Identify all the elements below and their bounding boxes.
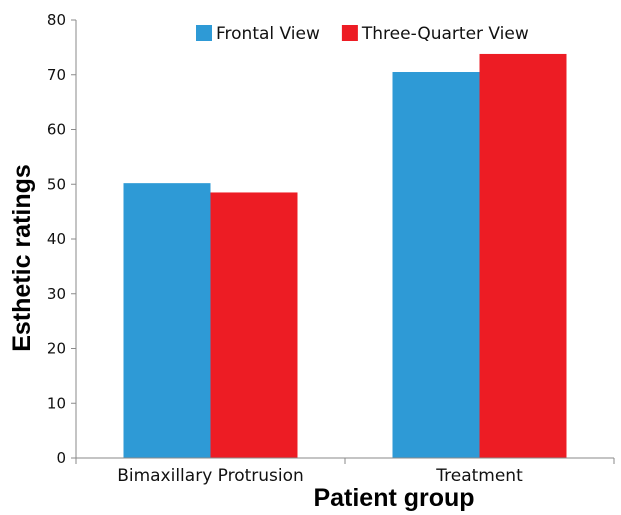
y-tick-label: 80 [47,11,66,29]
bars [123,53,567,458]
bar [123,183,211,458]
y-tick-label: 20 [47,340,66,358]
x-axis-title: Patient group [313,484,474,512]
y-tick-label: 40 [47,230,66,248]
y-axis-title: Esthetic ratings [8,164,36,352]
y-tick-label: 30 [47,285,66,303]
x-tick-label: Bimaxillary Protrusion [117,466,304,486]
x-axis: Bimaxillary Protrusion Treatment [75,457,615,486]
legend-label: Three-Quarter View [361,24,529,44]
y-tick-label: 70 [47,66,66,84]
y-tick-label: 0 [56,449,66,467]
y-axis: 0 10 20 30 40 50 60 70 80 [47,11,77,467]
legend-swatch [196,25,212,41]
legend-label: Frontal View [216,24,320,44]
legend: Frontal View Three-Quarter View [196,24,529,44]
bar [392,72,480,458]
legend-swatch [341,25,358,41]
y-tick-label: 50 [47,175,66,193]
bar [479,53,567,458]
bar [210,192,298,458]
y-tick-label: 60 [47,121,66,139]
y-tick-label: 10 [47,394,66,412]
x-tick-label: Treatment [435,466,523,486]
